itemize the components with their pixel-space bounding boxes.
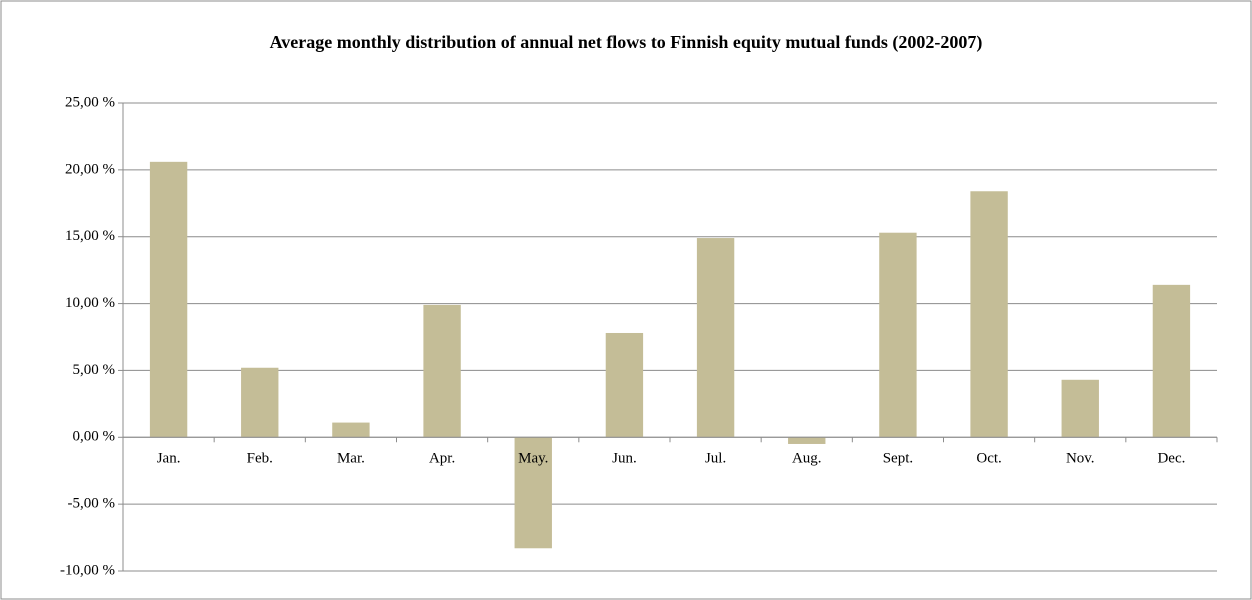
y-tick-label: 10,00 % bbox=[65, 295, 115, 311]
bar bbox=[332, 422, 370, 438]
x-tick-label: Oct. bbox=[976, 451, 1001, 467]
y-tick-label: 20,00 % bbox=[65, 161, 115, 177]
x-tick-label: Dec. bbox=[1157, 451, 1185, 467]
y-tick-label: 5,00 % bbox=[73, 362, 116, 378]
bar bbox=[605, 332, 644, 438]
bar bbox=[241, 367, 279, 438]
x-tick-label: Jul. bbox=[705, 451, 726, 467]
bar bbox=[1152, 284, 1191, 438]
bar bbox=[970, 191, 1008, 438]
x-tick-label: May. bbox=[518, 451, 548, 467]
chart-title: Average monthly distribution of annual n… bbox=[270, 32, 983, 53]
x-tick-label: Feb. bbox=[247, 451, 273, 467]
y-tick-label: -10,00 % bbox=[60, 562, 115, 578]
bar bbox=[149, 161, 188, 438]
x-tick-label: Jan. bbox=[157, 451, 181, 467]
y-tick-label: 0,00 % bbox=[73, 429, 116, 445]
y-tick-label: -5,00 % bbox=[68, 496, 116, 512]
x-tick-label: Jun. bbox=[612, 451, 637, 467]
bar bbox=[788, 437, 826, 444]
x-tick-label: Mar. bbox=[337, 451, 365, 467]
bar bbox=[1061, 379, 1099, 438]
y-tick-label: 25,00 % bbox=[65, 94, 115, 110]
x-tick-label: Nov. bbox=[1066, 451, 1095, 467]
bar bbox=[514, 437, 552, 549]
x-tick-label: Aug. bbox=[792, 451, 822, 467]
x-tick-label: Sept. bbox=[883, 451, 913, 467]
x-tick-label: Apr. bbox=[429, 451, 455, 467]
bar bbox=[879, 232, 917, 438]
bar bbox=[423, 304, 461, 438]
bar bbox=[696, 238, 735, 438]
y-tick-label: 15,00 % bbox=[65, 228, 115, 244]
